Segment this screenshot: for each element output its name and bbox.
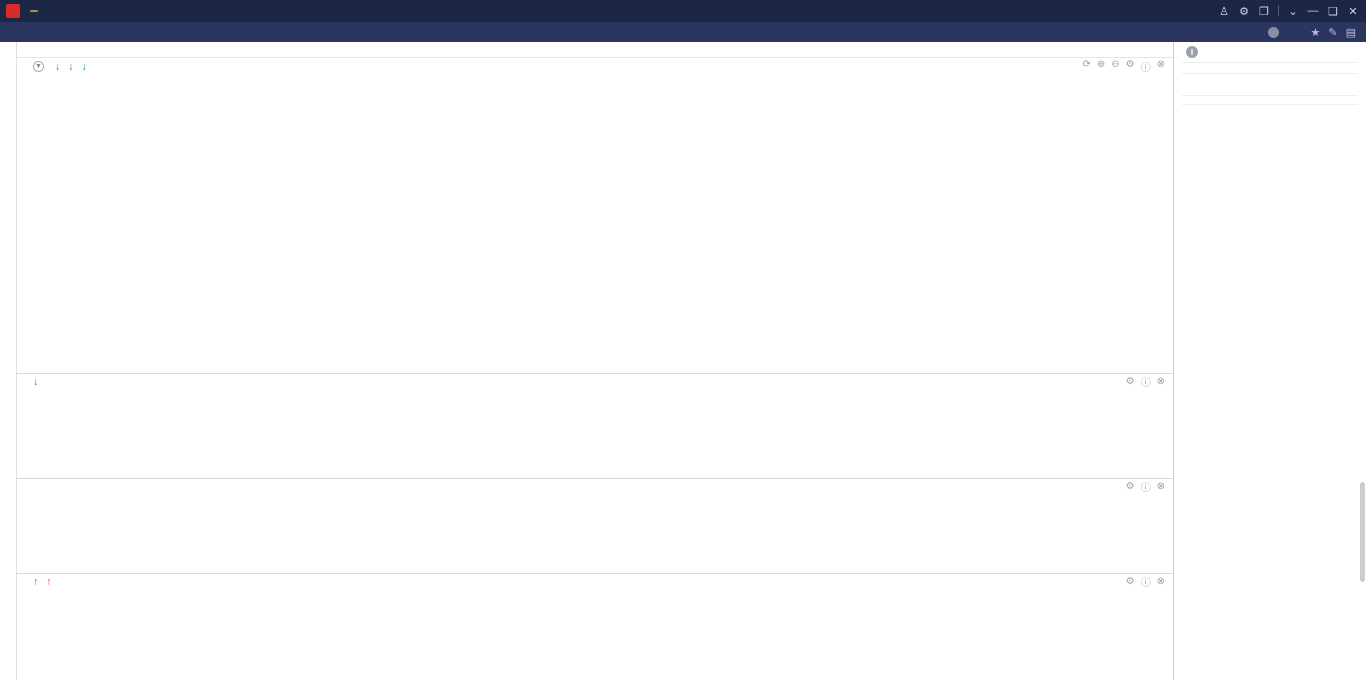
chevron-down-icon: ▼ — [33, 61, 44, 72]
funds-panel: ⚙ ⓘ ⊗ — [17, 478, 1173, 573]
funds-panel-icons: ⚙ ⓘ ⊗ — [1120, 479, 1165, 494]
close-panel-icon[interactable]: ⊗ — [1156, 576, 1165, 587]
close-panel-icon[interactable]: ⊗ — [1156, 376, 1165, 387]
zoom-out-icon[interactable]: ⊖ — [1111, 59, 1120, 70]
funds-chart[interactable] — [17, 494, 1173, 573]
distribution-bar — [1182, 81, 1358, 87]
chevron-down-icon[interactable]: ⌄ — [1288, 5, 1298, 18]
main-kline-chart[interactable] — [17, 75, 1173, 373]
volume-value: ↓ — [33, 375, 39, 388]
titlebar: ♙ ⚙ ❐ | ⌄ — ❑ ✕ — [0, 0, 1366, 22]
scrollbar-thumb[interactable] — [1360, 482, 1365, 582]
gear-icon[interactable]: ⚙ — [1239, 5, 1249, 18]
titlebar-right: ♙ ⚙ ❐ | ⌄ — ❑ ✕ — [1211, 5, 1360, 18]
period-bar — [17, 42, 1173, 58]
settings-icon[interactable]: ⚙ — [1125, 576, 1135, 587]
left-rail — [0, 42, 17, 680]
help-icon[interactable]: ⓘ — [1140, 483, 1151, 494]
settings-icon[interactable]: ⚙ — [1125, 59, 1135, 70]
indicator-bar: ▼ ↓ ↓ ↓ ⟳ ⊕ ⊖ ⚙ ⓘ ⊗ — [17, 58, 1173, 75]
season-panel: ↑ ↑ ⚙ ⓘ ⊗ — [17, 573, 1173, 680]
indicator-selector[interactable]: ▼ — [33, 61, 47, 72]
user-icon[interactable]: ♙ — [1219, 5, 1229, 18]
close-panel-icon[interactable]: ⊗ — [1156, 481, 1165, 492]
volume-panel-icons: ⚙ ⓘ ⊗ — [1120, 374, 1165, 389]
window-layout-icon[interactable]: ❐ — [1259, 5, 1269, 18]
distribution-section — [1182, 74, 1358, 96]
help-icon[interactable]: ⓘ — [1140, 378, 1151, 389]
season-panel-icons: ⚙ ⓘ ⊗ — [1120, 574, 1165, 589]
quote-name: i — [1182, 46, 1358, 58]
boll-lower-value: ↓ — [81, 60, 87, 73]
coin-icon[interactable] — [1267, 26, 1279, 38]
help-icon[interactable]: ⓘ — [1140, 578, 1151, 589]
close-panel-icon[interactable]: ⊗ — [1156, 59, 1165, 70]
boll-upper-value: ↓ — [68, 60, 74, 73]
components-header — [1182, 101, 1358, 105]
volume-chart[interactable] — [17, 389, 1173, 478]
chart-column: ▼ ↓ ↓ ↓ ⟳ ⊕ ⊖ ⚙ ⓘ ⊗ ↓ ⚙ — [17, 42, 1173, 680]
tabbar: ★ ✎ ▤ — [0, 22, 1366, 42]
divider: | — [1277, 5, 1280, 17]
quote-panel: i — [1173, 42, 1366, 680]
season-x1-value: ↑ — [33, 575, 39, 588]
restore-button[interactable]: ❑ — [1328, 5, 1338, 18]
layout-icon[interactable]: ▤ — [1345, 26, 1356, 39]
chart-action-icons: ⟳ ⊕ ⊖ ⚙ ⓘ ⊗ — [1082, 59, 1165, 74]
season-chart[interactable] — [17, 589, 1173, 680]
close-button[interactable]: ✕ — [1348, 5, 1358, 18]
pencil-icon[interactable]: ✎ — [1328, 26, 1338, 39]
app-logo-icon — [6, 4, 20, 18]
volume-panel: ↓ ⚙ ⓘ ⊗ — [17, 373, 1173, 478]
settings-icon[interactable]: ⚙ — [1125, 481, 1135, 492]
info-icon[interactable]: i — [1186, 46, 1198, 58]
zoom-in-icon[interactable]: ⊕ — [1096, 59, 1106, 70]
tabbar-controls: ★ ✎ ▤ — [1267, 22, 1366, 42]
main-area: ▼ ↓ ↓ ↓ ⟳ ⊕ ⊖ ⚙ ⓘ ⊗ ↓ ⚙ — [0, 42, 1366, 680]
quote-price-row — [1182, 59, 1358, 63]
refresh-icon[interactable]: ⟳ — [1082, 59, 1091, 70]
star-icon[interactable]: ★ — [1310, 26, 1321, 39]
help-icon[interactable]: ⓘ — [1140, 63, 1151, 74]
settings-icon[interactable]: ⚙ — [1125, 376, 1135, 387]
season-x2-value: ↑ — [46, 575, 52, 588]
demo-badge — [30, 10, 38, 12]
minimize-button[interactable]: — — [1307, 5, 1319, 17]
boll-mid-value: ↓ — [55, 60, 61, 73]
quote-stats — [1182, 66, 1358, 74]
